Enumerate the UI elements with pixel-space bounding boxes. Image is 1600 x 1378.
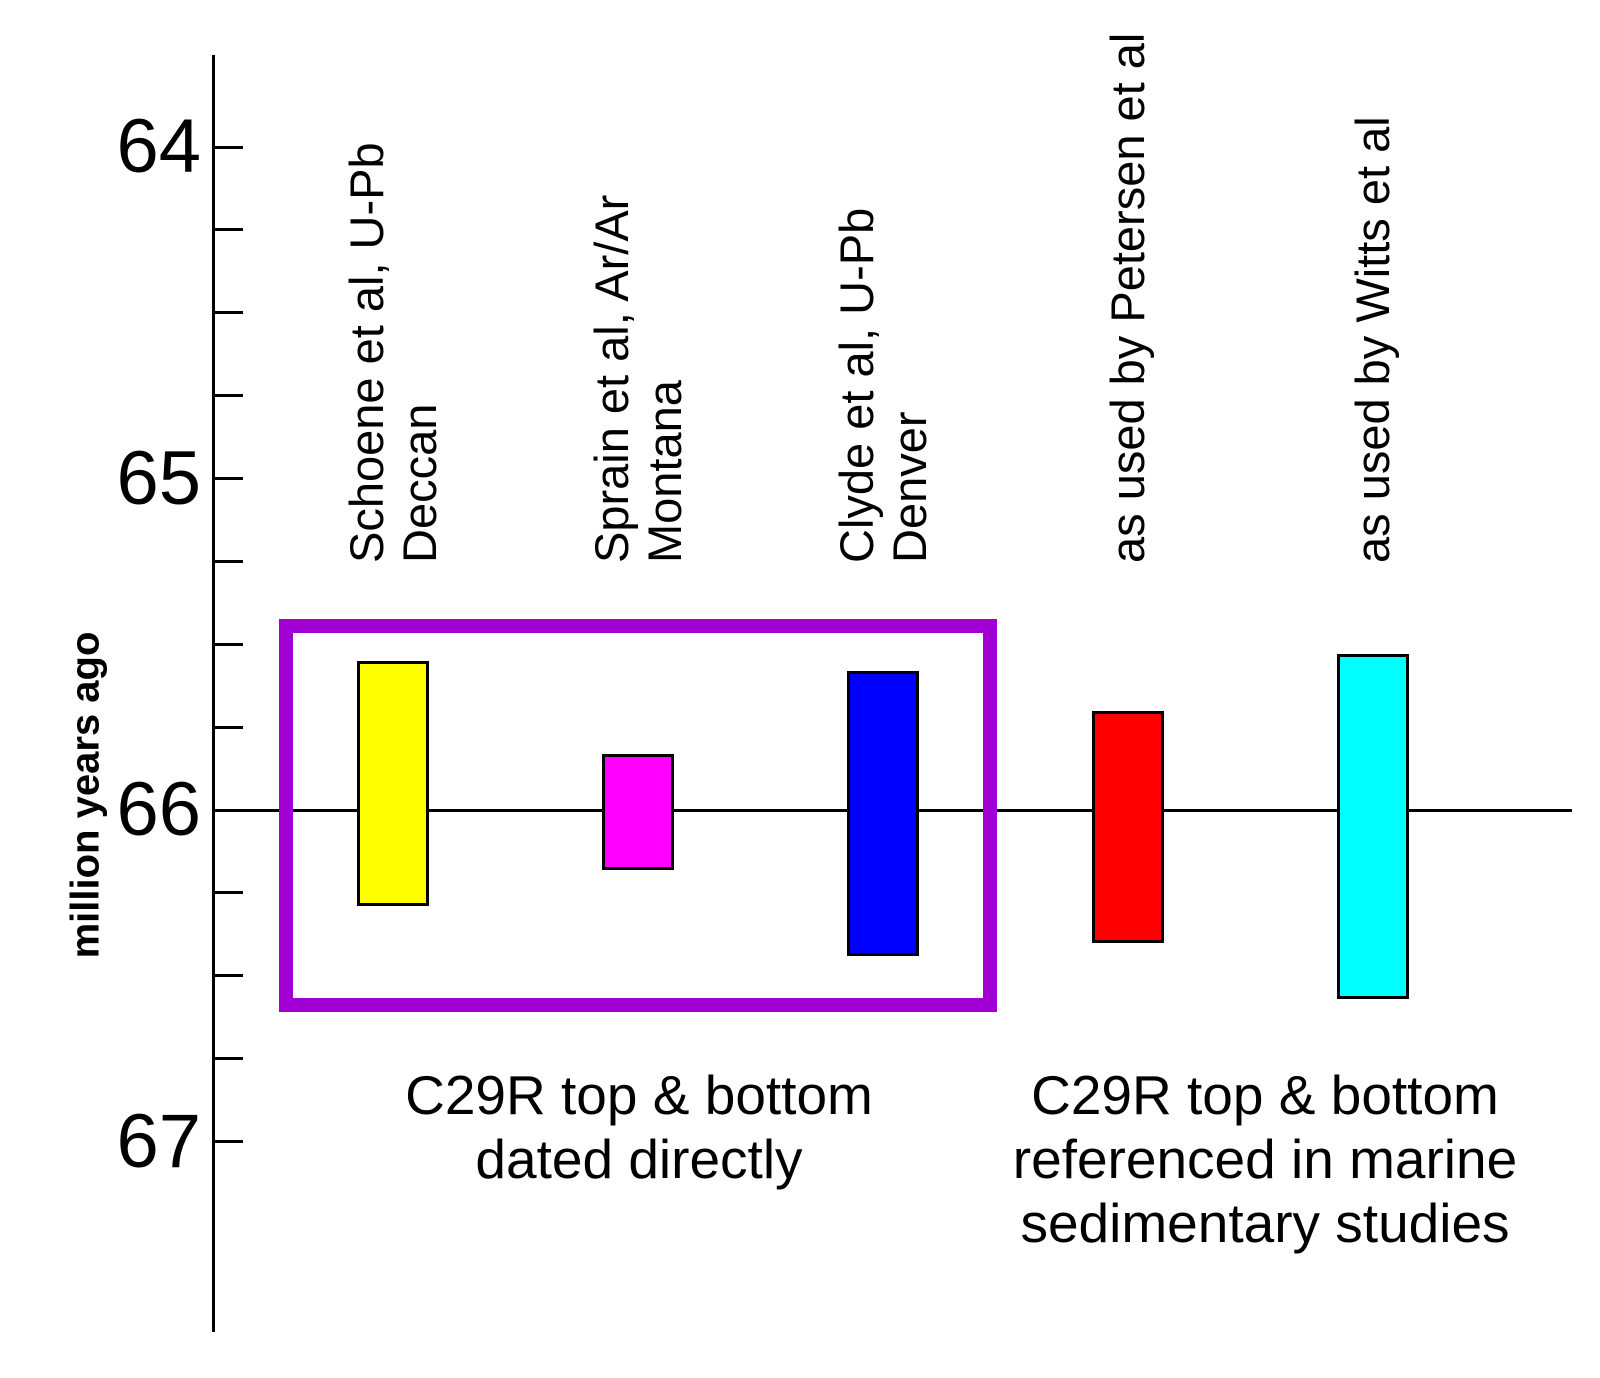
column-label-3: Clyde et al, U-Pb Denver bbox=[829, 207, 936, 563]
column-label-4: as used by Petersen et al bbox=[1101, 32, 1154, 563]
caption-dated-directly: C29R top & bottom dated directly bbox=[405, 1064, 873, 1190]
y-axis-minor-tick bbox=[213, 891, 243, 895]
column-label-1: Schoene et al, U-Pb Deccan bbox=[339, 142, 446, 563]
range-bar-4 bbox=[1091, 710, 1164, 943]
y-axis-minor-tick bbox=[213, 642, 243, 646]
range-bar-5 bbox=[1336, 654, 1409, 999]
range-bar-1 bbox=[356, 660, 429, 907]
y-axis-major-tick bbox=[213, 1140, 243, 1143]
column-label-5: as used by Witts et al bbox=[1346, 116, 1399, 563]
y-axis-tick-label: 65 bbox=[116, 435, 201, 521]
y-axis-tick-label: 66 bbox=[116, 767, 201, 852]
y-axis-tick-label: 67 bbox=[116, 1098, 201, 1184]
y-axis-tick-label: 64 bbox=[116, 104, 201, 189]
y-axis-minor-tick bbox=[213, 228, 243, 232]
y-axis-line bbox=[212, 55, 215, 1332]
column-label-2: Sprain et al, Ar/Ar Montana bbox=[584, 194, 691, 563]
y-axis-minor-tick bbox=[213, 974, 243, 978]
directly-dated-highlight-box bbox=[279, 619, 997, 1012]
y-axis-minor-tick bbox=[213, 725, 243, 729]
y-axis-minor-tick bbox=[213, 394, 243, 398]
y-axis-minor-tick bbox=[213, 311, 243, 315]
y-axis-minor-tick bbox=[213, 1057, 243, 1061]
y-axis-minor-tick bbox=[213, 559, 243, 563]
caption-marine-referenced: C29R top & bottom referenced in marine s… bbox=[1012, 1064, 1518, 1254]
y-axis-major-tick bbox=[213, 477, 243, 480]
y-axis-major-tick bbox=[213, 145, 243, 149]
range-bar-3 bbox=[846, 670, 919, 956]
range-bar-2 bbox=[601, 753, 674, 870]
